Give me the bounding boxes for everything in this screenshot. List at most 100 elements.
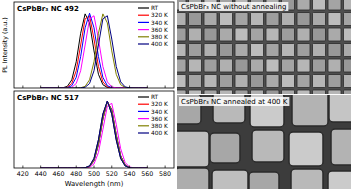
legend: RT320 K340 K360 K380 K400 K <box>138 94 168 136</box>
nanocrystal <box>328 75 341 88</box>
x-tick-label: 540 <box>124 170 136 177</box>
x-tick <box>165 86 166 89</box>
nanocrystal <box>189 13 202 26</box>
legend-swatch <box>138 22 149 23</box>
y-axis-label: PL Intensity (a.u.) <box>1 17 9 72</box>
nanocrystal <box>328 28 341 41</box>
legend-swatch <box>138 111 149 112</box>
legend-swatch <box>138 29 149 30</box>
nanocrystal <box>313 44 326 57</box>
legend-label: 320 K <box>151 12 168 18</box>
nanocrystal <box>177 13 186 26</box>
nanocrystal <box>251 75 264 88</box>
nanocrystal <box>189 75 202 88</box>
nanocrystal <box>177 44 186 57</box>
nanocrystal <box>177 168 209 189</box>
nanocrystal <box>328 0 341 10</box>
x-tick-label: 520 <box>106 170 118 177</box>
legend-swatch <box>138 43 149 44</box>
legend-swatch <box>138 15 149 16</box>
nanocrystal <box>289 132 323 166</box>
micrograph <box>177 0 351 94</box>
plot-frame <box>14 2 174 88</box>
x-tick <box>76 86 77 89</box>
nanocrystal <box>212 170 248 189</box>
x-tick-label: 440 <box>35 170 47 177</box>
nanocrystal <box>297 13 310 26</box>
spectrum-line <box>41 14 148 88</box>
nanocrystal <box>328 90 341 94</box>
x-tick <box>76 166 77 169</box>
x-tick <box>111 86 112 89</box>
legend: RT320 K340 K360 K380 K400 K <box>138 5 168 47</box>
nanocrystal <box>266 44 279 57</box>
x-tick <box>94 86 95 89</box>
x-axis-label: Wavelength (nm) <box>65 180 124 188</box>
nanocrystal <box>266 90 279 94</box>
legend-label: 380 K <box>151 123 168 129</box>
nanocrystal <box>251 28 264 41</box>
nanocrystal <box>328 13 341 26</box>
pl-chart: CsPbBr₃ NC 492PL Intensity (a.u.)RT320 K… <box>1 2 174 88</box>
spectrum-line <box>41 102 148 168</box>
nanocrystal <box>266 28 279 41</box>
nanocrystal <box>220 13 233 26</box>
nanocrystal <box>266 13 279 26</box>
nanocrystal <box>251 44 264 57</box>
nanocrystal <box>177 131 209 167</box>
label-background <box>179 2 288 11</box>
nanocrystal <box>313 75 326 88</box>
legend-label: 360 K <box>151 27 168 33</box>
x-tick-label: 560 <box>141 170 153 177</box>
legend-label: RT <box>151 94 159 100</box>
spectrum-line <box>41 101 148 168</box>
nanocrystal <box>297 75 310 88</box>
nanocrystal <box>235 75 248 88</box>
nanocrystal <box>313 0 326 10</box>
nanocrystal <box>177 75 186 88</box>
x-tick-label: 580 <box>159 170 171 177</box>
x-tick-label: 480 <box>70 170 82 177</box>
nanocrystal <box>297 28 310 41</box>
nanocrystal <box>204 44 217 57</box>
nanocrystal <box>282 75 295 88</box>
nanocrystal <box>344 0 351 10</box>
x-tick <box>40 166 41 169</box>
chart-title: CsPbBr₃ NC 517 <box>17 94 79 102</box>
nanocrystal <box>282 90 295 94</box>
nanocrystal <box>328 44 341 57</box>
x-tick <box>147 86 148 89</box>
pl-chart: 420440460480500520540560580CsPbBr₃ NC 51… <box>14 91 174 188</box>
nanocrystal <box>344 90 351 94</box>
spectrum-line <box>41 16 148 88</box>
legend-swatch <box>138 36 149 37</box>
legend-swatch <box>138 125 149 126</box>
plot-frame <box>14 91 174 168</box>
legend-label: 340 K <box>151 109 168 115</box>
legend-label: 360 K <box>151 116 168 122</box>
nanocrystal <box>344 44 351 57</box>
legend-swatch <box>138 7 149 8</box>
spectrum-line <box>41 102 148 168</box>
legend-label: 340 K <box>151 20 168 26</box>
image-label: CsPbBr₃ NC without annealing <box>181 3 286 11</box>
nanocrystal <box>328 171 351 189</box>
x-tick <box>22 166 23 169</box>
nanocrystal <box>189 59 202 72</box>
x-tick <box>129 166 130 169</box>
nanocrystal <box>220 90 233 94</box>
x-tick-label: 460 <box>52 170 64 177</box>
spectrum-line <box>41 101 148 168</box>
x-tick-label: 500 <box>88 170 100 177</box>
figure: CsPbBr₃ NC 492PL Intensity (a.u.)RT320 K… <box>0 0 351 189</box>
x-tick <box>58 166 59 169</box>
nanocrystal <box>204 90 217 94</box>
nanocrystal <box>220 44 233 57</box>
x-tick <box>129 86 130 89</box>
nanocrystal <box>331 129 351 165</box>
nanocrystal <box>235 28 248 41</box>
nanocrystal <box>204 59 217 72</box>
nanocrystal <box>249 172 279 189</box>
legend-label: RT <box>151 5 159 11</box>
legend-label: 400 K <box>151 41 168 47</box>
